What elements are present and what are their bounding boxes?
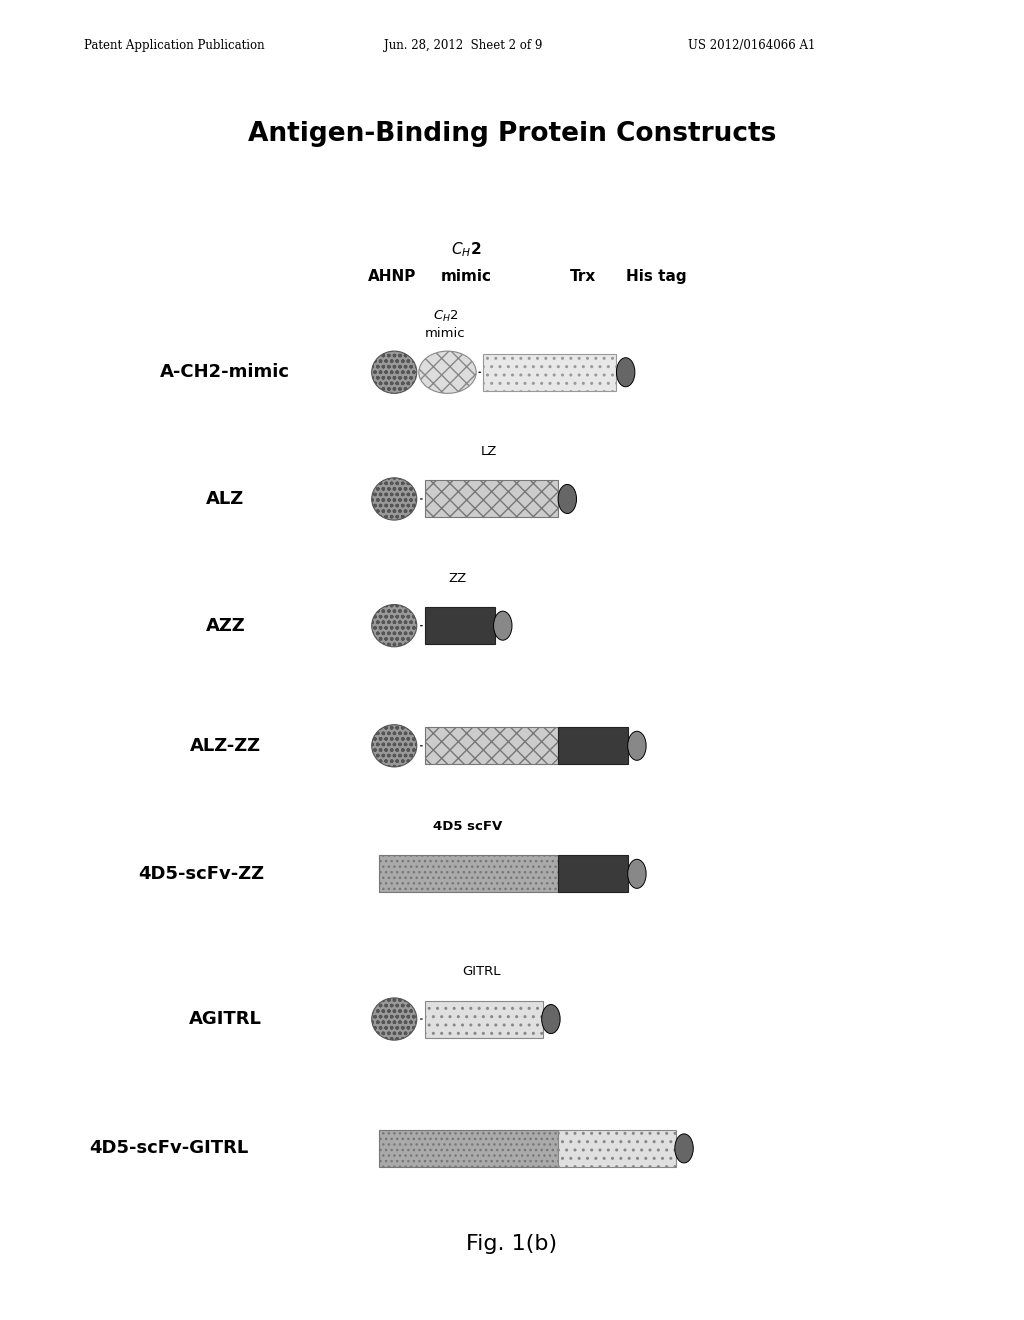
Ellipse shape (628, 731, 646, 760)
FancyBboxPatch shape (379, 1130, 558, 1167)
Text: mimic: mimic (425, 326, 466, 339)
Text: AZZ: AZZ (206, 616, 245, 635)
Ellipse shape (372, 998, 417, 1040)
FancyBboxPatch shape (379, 855, 558, 892)
FancyBboxPatch shape (483, 354, 616, 391)
Text: Trx: Trx (569, 269, 596, 284)
Text: 4D5-scFv-ZZ: 4D5-scFv-ZZ (137, 865, 264, 883)
Ellipse shape (372, 351, 417, 393)
FancyBboxPatch shape (425, 1001, 543, 1038)
Text: LZ: LZ (480, 445, 497, 458)
Text: $C_H$2: $C_H$2 (432, 309, 459, 323)
FancyBboxPatch shape (425, 727, 558, 764)
Text: mimic: mimic (440, 269, 492, 284)
Text: Patent Application Publication: Patent Application Publication (84, 38, 264, 51)
FancyBboxPatch shape (425, 607, 495, 644)
Text: Jun. 28, 2012  Sheet 2 of 9: Jun. 28, 2012 Sheet 2 of 9 (384, 38, 543, 51)
Text: 4D5-scFv-GITRL: 4D5-scFv-GITRL (89, 1139, 249, 1158)
Ellipse shape (616, 358, 635, 387)
Text: Antigen-Binding Protein Constructs: Antigen-Binding Protein Constructs (248, 121, 776, 148)
Text: A-CH2-mimic: A-CH2-mimic (161, 363, 290, 381)
Text: US 2012/0164066 A1: US 2012/0164066 A1 (688, 38, 815, 51)
Ellipse shape (419, 351, 476, 393)
Text: AHNP: AHNP (368, 269, 417, 284)
Ellipse shape (372, 605, 417, 647)
Ellipse shape (675, 1134, 693, 1163)
Ellipse shape (494, 611, 512, 640)
FancyBboxPatch shape (558, 855, 628, 892)
Text: AGITRL: AGITRL (188, 1010, 262, 1028)
Ellipse shape (558, 484, 577, 513)
Text: ZZ: ZZ (449, 572, 467, 585)
Text: ALZ-ZZ: ALZ-ZZ (189, 737, 261, 755)
Text: GITRL: GITRL (462, 965, 501, 978)
Text: ALZ: ALZ (206, 490, 245, 508)
Text: $C_H$2: $C_H$2 (451, 240, 481, 260)
Ellipse shape (372, 478, 417, 520)
Text: His tag: His tag (626, 269, 687, 284)
FancyBboxPatch shape (425, 480, 558, 517)
FancyBboxPatch shape (558, 1130, 676, 1167)
Ellipse shape (628, 859, 646, 888)
Text: Fig. 1(b): Fig. 1(b) (467, 1234, 557, 1254)
Ellipse shape (372, 725, 417, 767)
Text: 4D5 scFV: 4D5 scFV (433, 820, 503, 833)
FancyBboxPatch shape (558, 727, 628, 764)
Ellipse shape (542, 1005, 560, 1034)
